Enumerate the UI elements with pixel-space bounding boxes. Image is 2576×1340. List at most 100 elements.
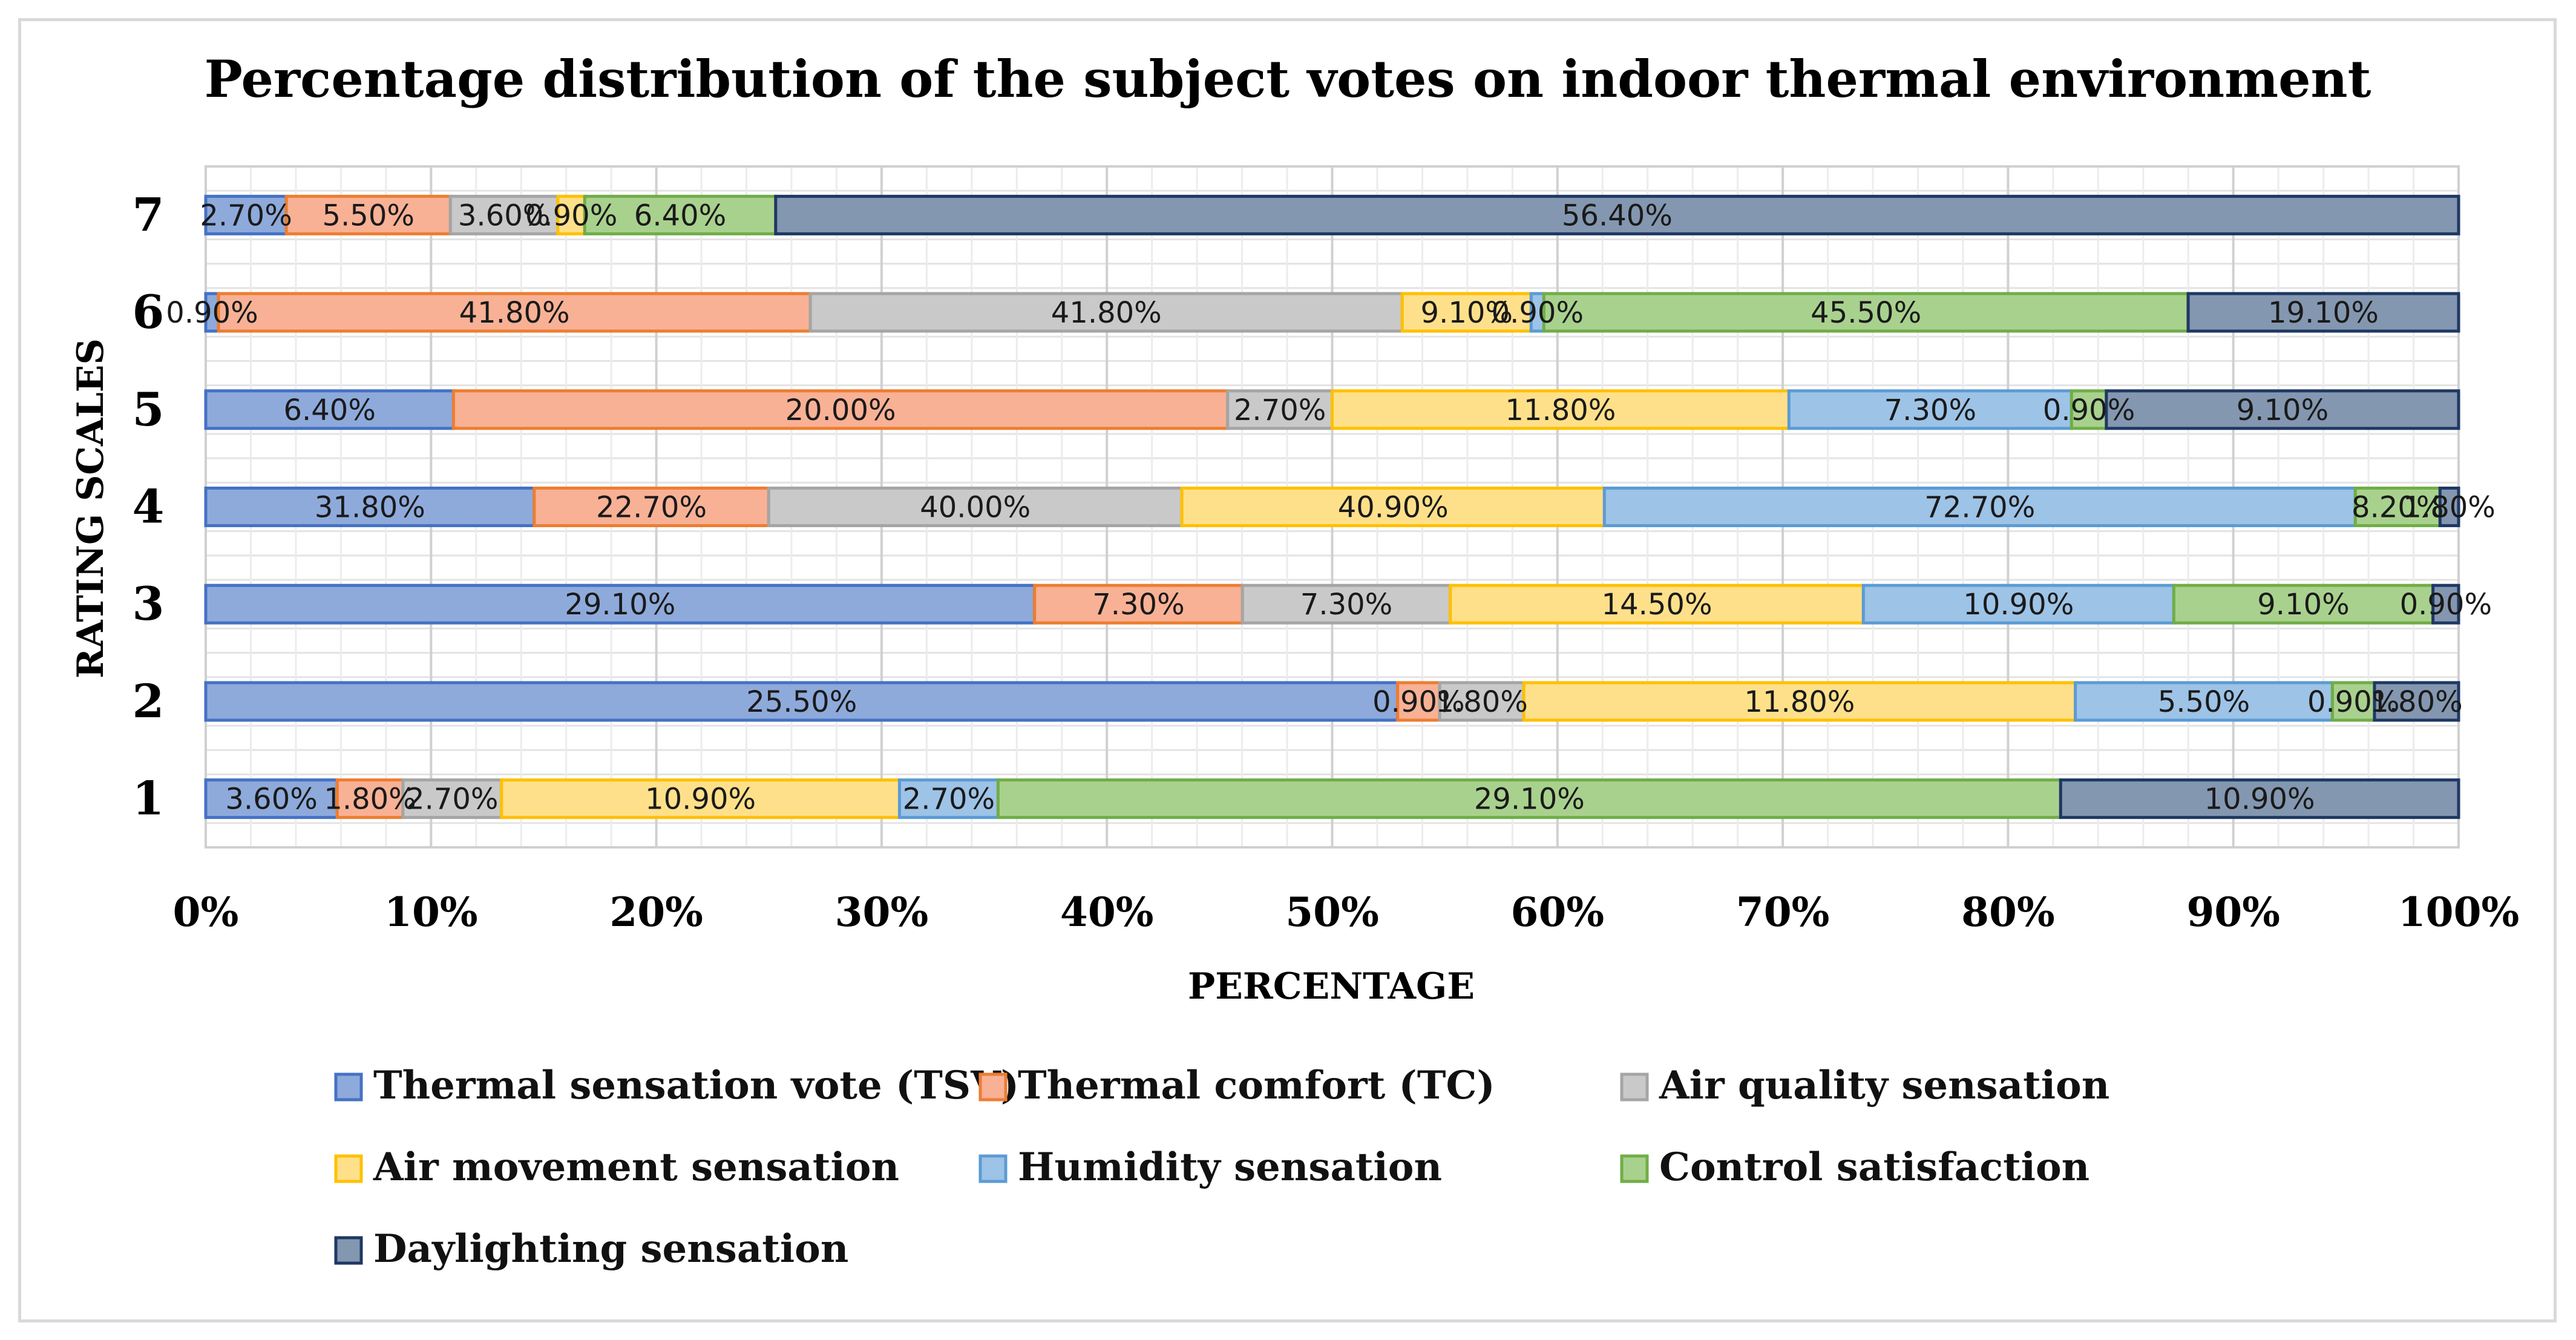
data-label: 7.30%	[1884, 393, 1976, 427]
y-tick-label: 1	[133, 772, 165, 826]
bar-segment	[1400, 292, 1533, 333]
data-label: 10.90%	[1963, 588, 2074, 622]
bar-segment	[2373, 681, 2460, 722]
x-tick-label: 40%	[1060, 888, 1154, 936]
data-label: 0.90%	[2400, 588, 2492, 622]
data-label: 7.30%	[1300, 588, 1392, 622]
legend-swatch	[978, 1072, 1008, 1102]
data-label: 3.60%	[225, 783, 317, 816]
data-label: 3.60%	[458, 199, 550, 232]
legend-swatch	[334, 1236, 363, 1265]
bar-segment	[2353, 487, 2442, 527]
bar-segment	[2059, 778, 2460, 819]
data-label: 1.80%	[2370, 685, 2462, 719]
x-tick-label: 90%	[2186, 888, 2280, 936]
bar-segment	[2172, 583, 2435, 625]
data-label: 7.30%	[1092, 588, 1184, 622]
data-label: 22.70%	[596, 491, 707, 525]
legend: Thermal sensation vote (TSV)Thermal comf…	[334, 1063, 2109, 1272]
bar-segment	[1787, 389, 2073, 430]
data-label: 5.50%	[2158, 685, 2250, 719]
data-label: 0.90%	[2307, 685, 2399, 719]
y-tick-labels: 1 2 3 4 5 6 7	[133, 188, 165, 825]
data-label: 2.70%	[406, 783, 498, 816]
data-label: 14.50%	[1602, 588, 1712, 622]
data-labels: 3.60% 1.80%2.70% 10.90% 2.70% 29.10% 10.90%25…	[166, 199, 2496, 816]
legend-label: Air quality sensation	[1659, 1063, 2109, 1108]
data-label: 1.80%	[324, 783, 416, 816]
bar-segment	[1861, 583, 2175, 625]
y-tick-label: 3	[133, 577, 165, 631]
bar-segment	[448, 194, 560, 235]
data-label: 40.90%	[1338, 491, 1449, 525]
x-tick-label: 10%	[384, 888, 478, 936]
x-tick-label: 60%	[1511, 888, 1605, 936]
data-label: 0.90%	[525, 199, 617, 232]
x-axis-title: PERCENTAGE	[1188, 965, 1475, 1008]
data-label: 2.70%	[903, 783, 995, 816]
legend-label: Control satisfaction	[1659, 1145, 2089, 1190]
data-label: 29.10%	[1474, 783, 1585, 816]
data-label: 25.50%	[746, 685, 857, 719]
data-label: 0.90%	[166, 296, 258, 330]
data-label: 2.70%	[200, 199, 292, 232]
legend-swatch	[1620, 1072, 1649, 1102]
bars	[204, 194, 2460, 819]
bar-segment	[2074, 681, 2334, 722]
data-label: 11.80%	[1505, 393, 1616, 427]
data-label: 8.20%	[2352, 491, 2443, 525]
data-label: 56.40%	[1562, 199, 1673, 232]
legend-label: Thermal sensation vote (TSV)	[373, 1063, 1019, 1108]
legend-label: Daylighting sensation	[373, 1226, 848, 1272]
chart-title: Percentage distribution of the subject v…	[205, 49, 2371, 109]
data-label: 9.10%	[2257, 588, 2349, 622]
data-label: 20.00%	[785, 393, 896, 427]
bar-segment	[767, 487, 1184, 527]
bar-segment	[204, 778, 339, 819]
legend-swatch	[978, 1154, 1008, 1183]
x-tick-label: 20%	[609, 888, 703, 936]
legend-label: Humidity sensation	[1018, 1145, 1442, 1190]
bar-segment	[2105, 389, 2460, 430]
data-label: 29.10%	[565, 588, 675, 622]
y-tick-label: 2	[133, 674, 165, 728]
bar-segment	[774, 194, 2460, 235]
bar-segment	[1180, 487, 1606, 527]
data-label: 41.80%	[459, 296, 570, 330]
data-label: 1.80%	[1435, 685, 1527, 719]
x-tick-label: 30%	[835, 888, 929, 936]
bar-segment	[583, 194, 778, 235]
legend-label: Thermal comfort (TC)	[1018, 1063, 1495, 1108]
bar-segment	[217, 292, 812, 333]
data-label: 72.70%	[1924, 491, 2035, 525]
legend-swatch	[334, 1072, 363, 1102]
bar-segment	[2431, 583, 2460, 625]
data-label: 45.50%	[1811, 296, 1921, 330]
y-tick-label: 4	[133, 480, 165, 534]
x-tick-label: 100%	[2398, 888, 2519, 936]
bar-segment	[808, 292, 1404, 333]
data-label: 10.90%	[645, 783, 756, 816]
legend-swatch	[334, 1154, 363, 1183]
data-label: 5.50%	[323, 199, 415, 232]
x-tick-label: 0%	[173, 888, 239, 936]
data-label: 10.90%	[2204, 783, 2315, 816]
data-label: 31.80%	[315, 491, 425, 525]
data-label: 6.40%	[634, 199, 726, 232]
bar-segment	[1226, 389, 1334, 430]
data-label: 9.10%	[1421, 296, 1513, 330]
bar-segment	[1449, 583, 1865, 625]
data-label: 11.80%	[1744, 685, 1855, 719]
y-tick-label: 7	[133, 188, 165, 241]
x-tick-label: 50%	[1285, 888, 1379, 936]
bar-segment	[2186, 292, 2460, 333]
data-label: 2.70%	[1234, 393, 1326, 427]
bar-segment	[204, 583, 1037, 625]
y-tick-label: 6	[133, 285, 165, 339]
legend-label: Air movement sensation	[373, 1145, 899, 1190]
bar-segment	[1033, 583, 1244, 625]
y-axis-title: RATING SCALES	[70, 338, 112, 678]
data-label: 0.90%	[1492, 296, 1584, 330]
data-label: 0.90%	[2043, 393, 2135, 427]
